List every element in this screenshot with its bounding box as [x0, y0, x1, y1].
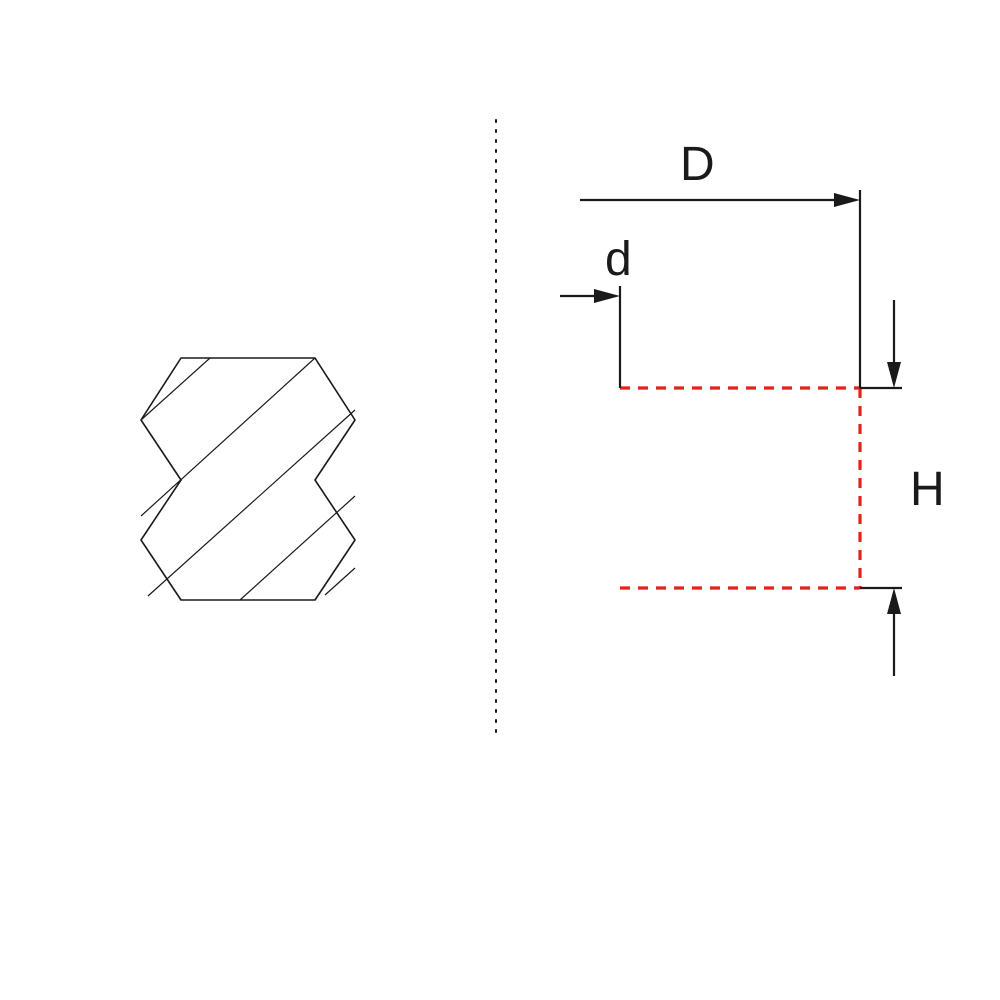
- arrowhead: [887, 362, 901, 388]
- dim-D-label: D: [680, 138, 715, 191]
- hatch-line: [325, 568, 355, 595]
- cross-section-outline: [141, 358, 355, 600]
- arrowhead: [594, 289, 620, 303]
- hatch-line: [240, 496, 355, 600]
- dim-d-label: d: [605, 233, 632, 286]
- hatch-line: [148, 410, 355, 596]
- technical-drawing: Dd H: [0, 0, 1000, 1000]
- hatch-line: [141, 358, 315, 516]
- arrowhead: [834, 193, 860, 207]
- dim-H-label: H: [910, 463, 945, 516]
- arrowhead: [887, 588, 901, 614]
